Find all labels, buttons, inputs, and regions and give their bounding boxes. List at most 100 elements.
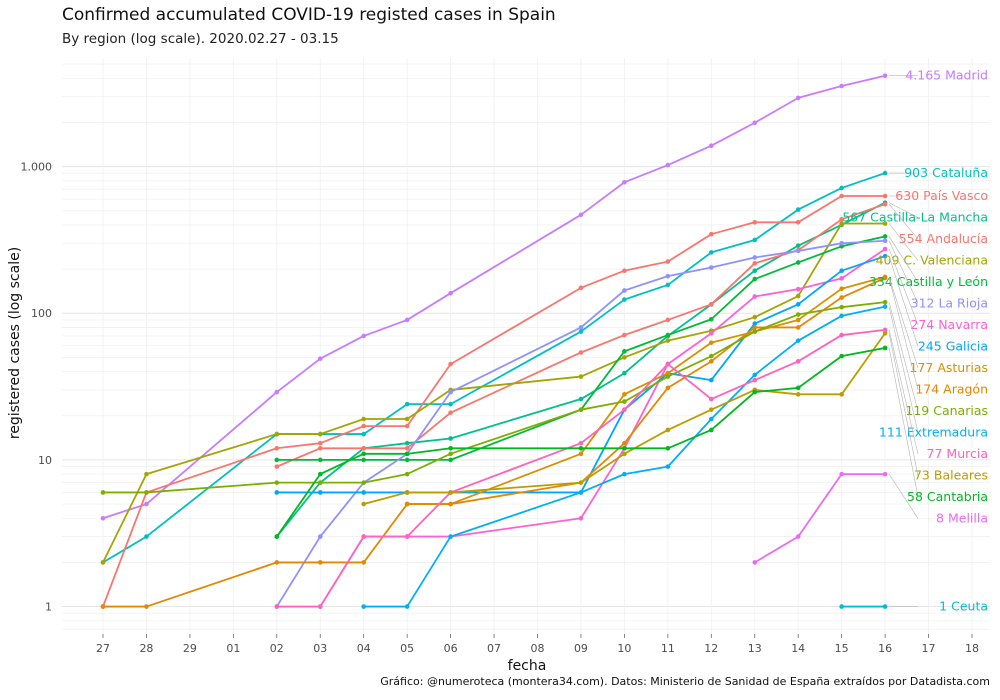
series-ceuta <box>839 604 888 609</box>
chart-subtitle: By region (log scale). 2020.02.27 - 03.1… <box>62 31 339 47</box>
series-line <box>754 473 886 564</box>
data-point <box>361 451 367 457</box>
end-labels: 4.165 Madrid 903 Cataluña 630 País Vasco 56… <box>842 68 988 614</box>
data-point <box>578 212 584 218</box>
series-baleares <box>361 330 888 507</box>
series-label: 630 País Vasco <box>895 188 988 203</box>
data-point <box>578 374 584 379</box>
x-tick-label: 18 <box>965 642 979 655</box>
data-point <box>317 490 323 495</box>
data-point <box>752 372 758 378</box>
data-point <box>795 243 801 248</box>
data-point <box>404 490 410 495</box>
data-point <box>622 445 627 451</box>
label-leader-line <box>888 302 919 412</box>
x-tick-label: 08 <box>531 642 545 655</box>
data-point <box>100 490 106 495</box>
data-point <box>839 217 844 222</box>
data-point <box>404 416 410 422</box>
data-point <box>448 401 453 407</box>
data-point <box>274 389 280 395</box>
data-point <box>578 285 584 291</box>
data-point <box>839 313 844 319</box>
data-point <box>882 73 888 79</box>
label-leader-line <box>888 248 919 326</box>
data-point <box>709 231 714 237</box>
data-point <box>144 534 149 539</box>
data-point <box>665 427 671 433</box>
data-point <box>361 416 367 422</box>
data-point <box>578 396 584 402</box>
series-label: 274 Navarra <box>910 317 988 332</box>
data-point <box>752 261 758 266</box>
data-point <box>622 407 627 412</box>
data-point <box>882 604 888 609</box>
x-tick-label: 15 <box>835 642 849 655</box>
data-point <box>709 396 714 402</box>
y-tick-label: 10 <box>38 454 52 467</box>
label-leader-line <box>888 276 919 369</box>
x-tick-label: 13 <box>748 642 762 655</box>
data-point <box>839 353 844 359</box>
data-point <box>317 534 323 539</box>
data-point <box>274 604 280 609</box>
chart-title: Confirmed accumulated COVID-19 registed … <box>62 5 556 25</box>
x-tick-label: 09 <box>574 642 588 655</box>
data-point <box>882 201 888 207</box>
x-tick-label: 12 <box>704 642 718 655</box>
grid-lines <box>62 58 990 634</box>
series-castilla-y-le-n <box>274 234 888 463</box>
series-cantabria <box>274 345 888 539</box>
data-point <box>317 440 323 446</box>
data-point <box>839 286 844 292</box>
data-point <box>839 240 844 246</box>
data-point <box>882 234 888 239</box>
data-point <box>317 480 323 485</box>
data-point <box>404 423 410 429</box>
data-point <box>709 359 714 364</box>
data-point <box>795 286 801 292</box>
series-label: 8 Melilla <box>936 511 988 526</box>
label-leader-line <box>888 473 919 519</box>
x-tick-label: 11 <box>661 642 675 655</box>
data-point <box>665 385 671 391</box>
data-point <box>361 457 367 463</box>
data-point <box>882 345 888 351</box>
data-point <box>665 464 671 469</box>
x-tick-label: 05 <box>400 642 414 655</box>
data-point <box>100 604 106 609</box>
data-point <box>622 332 627 338</box>
data-point <box>317 604 323 609</box>
data-point <box>144 490 149 495</box>
series-line <box>407 276 886 505</box>
data-point <box>404 440 410 446</box>
data-point <box>361 560 367 565</box>
data-point <box>709 302 714 307</box>
label-leader-line <box>888 236 919 283</box>
data-point <box>404 501 410 507</box>
data-point <box>144 604 149 609</box>
data-point <box>448 534 453 539</box>
data-point <box>361 333 367 339</box>
data-point <box>795 293 801 299</box>
data-point <box>448 445 453 451</box>
data-point <box>665 374 671 379</box>
data-point <box>274 457 280 463</box>
data-point <box>578 329 584 334</box>
label-leader-line <box>888 240 919 304</box>
data-point <box>317 560 323 565</box>
series-label: 312 La Rioja <box>911 296 988 311</box>
data-point <box>665 370 671 376</box>
x-axis-title: fecha <box>508 658 547 674</box>
series-lines <box>100 73 888 609</box>
series-label: 1 Ceuta <box>939 599 988 614</box>
data-point <box>882 275 888 281</box>
data-point <box>795 338 801 343</box>
data-point <box>882 253 888 259</box>
data-point <box>752 377 758 383</box>
x-tick-label: 03 <box>313 642 327 655</box>
data-point <box>709 416 714 422</box>
data-point <box>839 276 844 281</box>
data-point <box>795 392 801 397</box>
